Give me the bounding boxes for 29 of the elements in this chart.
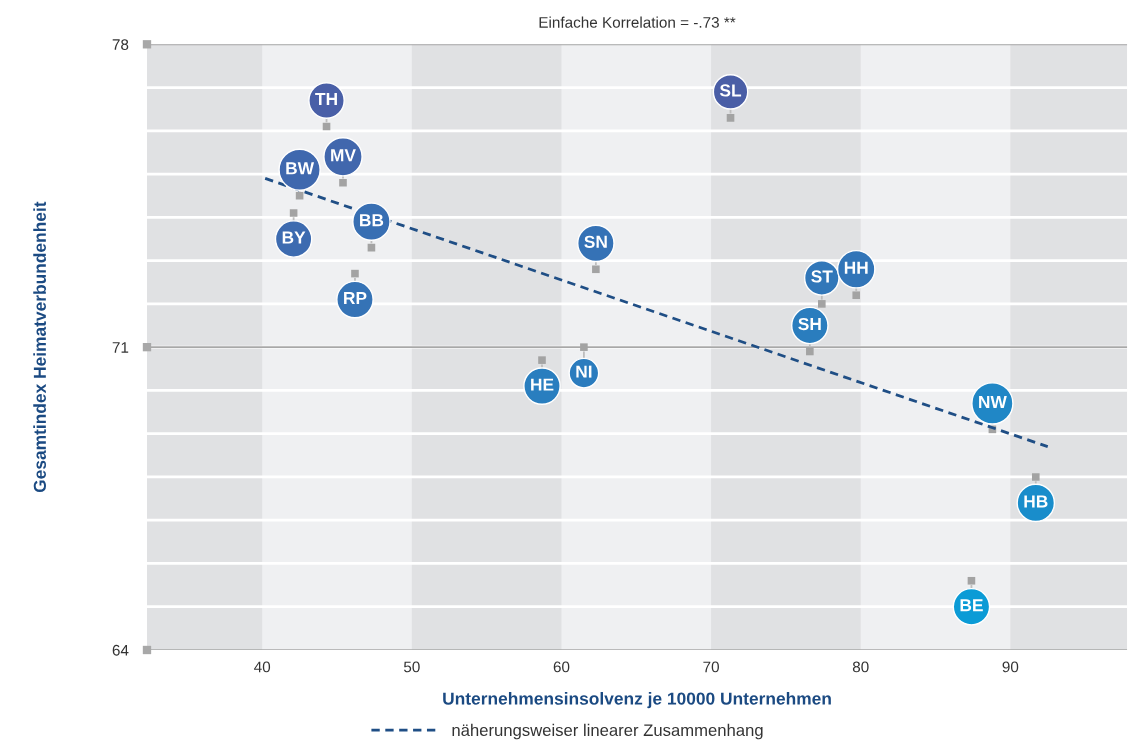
annotation: SH	[798, 317, 821, 331]
annotation: HE	[531, 378, 554, 391]
annotation: SL	[719, 84, 742, 97]
x-tick-label: 40	[254, 661, 271, 673]
annotation: BB	[360, 214, 384, 227]
y-tick-label: 64	[112, 644, 129, 656]
y-tick-label: 78	[112, 39, 129, 50]
annotation: BY	[282, 231, 306, 244]
x-tick-label: 90	[1002, 661, 1019, 673]
y-axis-title: Gesamtindex Heimatverbundenheit	[33, 201, 46, 493]
annotation: MV	[331, 149, 356, 162]
annotation: TH	[315, 93, 337, 106]
annotation: SN	[584, 235, 607, 248]
y-tick-label: 71	[112, 342, 129, 353]
x-tick-label: 50	[403, 661, 420, 673]
annotation: HB	[1024, 495, 1048, 508]
x-tick-label: 60	[553, 661, 570, 673]
x-axis-title: Unternehmensinsolvenz je 10000 Unternehmen	[443, 692, 831, 709]
annotation: RP	[344, 292, 367, 305]
annotation: ST	[811, 270, 833, 283]
annotation: BE	[960, 599, 983, 612]
annotation: NI	[576, 365, 592, 378]
chart-title: Einfache Korrelation = -.73 **	[539, 16, 736, 28]
annotation: NW	[979, 395, 1007, 408]
x-tick-label: 80	[852, 661, 869, 673]
annotation: HH	[844, 261, 868, 274]
x-tick-label: 70	[703, 661, 719, 673]
legend-label: näherungsweiser linearer Zusammenhang	[452, 723, 763, 740]
annotation: BW	[286, 162, 315, 175]
